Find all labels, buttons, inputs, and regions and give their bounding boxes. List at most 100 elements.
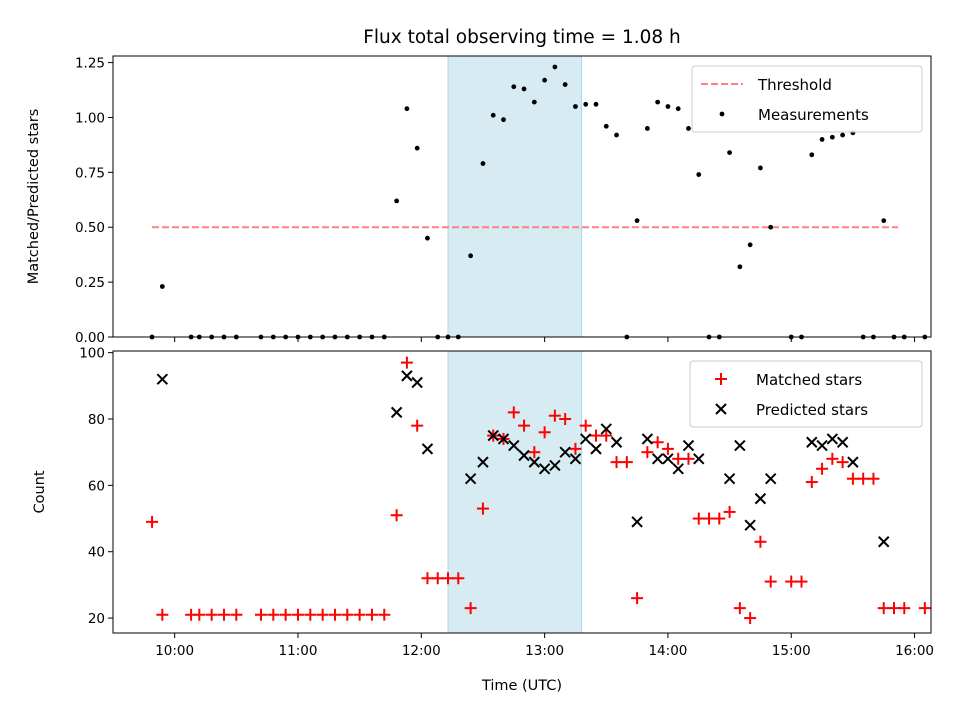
predicted-star-marker [682, 439, 695, 452]
matched-star-marker [641, 446, 654, 459]
matched-star-marker [672, 452, 685, 465]
measurement-point [480, 161, 486, 166]
measurement-point [425, 235, 430, 241]
predicted-star-marker [508, 439, 520, 452]
measurement-point [809, 152, 815, 158]
predicted-star-markers [156, 370, 890, 548]
predicted-star-marker [464, 473, 477, 485]
matched-star-marker [620, 456, 633, 469]
matched-star-marker [452, 572, 465, 585]
count-legend-box [689, 360, 923, 428]
ratio-legend: Threshold Measurements [691, 65, 923, 133]
predicted-star-marker [580, 433, 592, 445]
predicted-star-marker [806, 436, 818, 448]
matched-star-marker [579, 419, 592, 432]
matched-star-marker [254, 608, 267, 621]
predicted-star-marker [487, 429, 499, 442]
predicted-star-marker [878, 536, 890, 548]
matched-star-marker [898, 602, 911, 615]
matched-star-marker [205, 608, 218, 621]
matched-star-marker [682, 452, 695, 465]
matched-star-marker [600, 429, 613, 442]
predicted-star-marker [662, 453, 674, 465]
predicted-legend-icon [715, 403, 727, 415]
measurement-point [829, 134, 835, 140]
matched-star-marker [365, 608, 378, 621]
predicted-star-marker [672, 463, 684, 475]
predicted-star-marker [651, 453, 664, 465]
matched-star-marker [528, 446, 541, 459]
count-x-ticks: 10:00 11:00 12:00 13:00 14:00 15:00 16:00 [155, 633, 934, 659]
measurements-legend-icon [719, 111, 725, 117]
predicted-star-marker [538, 463, 551, 475]
measurement-point [521, 86, 527, 92]
ratio-y-tick-label: 0.25 [75, 275, 105, 291]
matched-star-marker [378, 608, 391, 621]
measurement-point [573, 104, 578, 109]
matched-star-marker [442, 572, 455, 585]
matched-star-marker [651, 436, 664, 449]
measurement-point [758, 165, 763, 171]
matched-star-marker [548, 409, 561, 422]
measurement-point [655, 99, 661, 105]
matched-star-marker [918, 602, 931, 615]
predicted-star-marker [590, 443, 602, 455]
matched-star-marker [846, 472, 859, 485]
matched-star-marker [156, 608, 169, 621]
count-legend: Matched stars Predicted stars [689, 360, 923, 428]
matched-star-marker [723, 505, 736, 518]
measurement-point [490, 112, 496, 118]
count-x-tick-label: 13:00 [525, 643, 564, 659]
predicted-star-marker [610, 436, 623, 448]
matched-star-marker [826, 452, 839, 465]
matched-star-marker [733, 602, 746, 615]
predicted-star-marker [693, 453, 705, 465]
count-y-ticks: 20 40 60 80 100 [79, 346, 113, 627]
count-y-axis-label: Count [32, 470, 48, 513]
predicted-star-marker [559, 446, 571, 458]
matched-star-marker [610, 456, 623, 469]
predicted-star-marker [411, 376, 423, 389]
matched-star-marker [569, 442, 582, 455]
matched-star-marker [421, 572, 434, 585]
measurements-legend-label: Measurements [758, 106, 869, 124]
matched-star-marker [400, 356, 413, 369]
count-y-tick-label: 20 [88, 611, 105, 627]
predicted-star-marker [497, 433, 510, 445]
ratio-y-tick-label: 0.00 [75, 330, 105, 346]
matched-star-markers [146, 356, 931, 625]
predicted-star-marker [826, 433, 839, 445]
matched-star-marker [476, 502, 489, 515]
matched-star-marker [341, 608, 354, 621]
count-x-tick-label: 15:00 [772, 643, 811, 659]
matched-star-marker [589, 429, 602, 442]
matched-star-marker [291, 608, 304, 621]
threshold-legend-label: Threshold [757, 76, 832, 94]
measurement-point [644, 126, 650, 131]
matched-star-marker [559, 413, 572, 426]
matched-star-marker [805, 476, 818, 489]
matched-legend-label: Matched stars [756, 371, 862, 389]
predicted-star-marker [528, 456, 541, 468]
predicted-star-marker [156, 373, 169, 385]
measurement-point [511, 84, 517, 90]
ratio-y-tick-label: 1.00 [75, 110, 105, 126]
measurement-point [840, 132, 846, 138]
matched-star-marker [353, 608, 366, 621]
matched-star-marker [785, 575, 798, 588]
matched-legend-icon [715, 373, 727, 385]
predicted-star-marker [734, 439, 746, 452]
count-x-tick-label: 10:00 [155, 643, 194, 659]
count-x-tick-label: 16:00 [895, 643, 934, 659]
measurement-point [501, 117, 506, 123]
measurement-point [614, 132, 619, 138]
measurement-point [562, 82, 568, 87]
predicted-star-marker [744, 519, 756, 531]
matched-star-marker [390, 509, 403, 522]
ratio-axes-frame [112, 55, 932, 338]
ratio-y-ticks: 0.00 0.25 0.50 0.75 1.00 1.25 [75, 56, 113, 346]
matched-star-marker [411, 419, 424, 432]
measurement-point [675, 106, 681, 112]
measurement-point [468, 253, 474, 259]
